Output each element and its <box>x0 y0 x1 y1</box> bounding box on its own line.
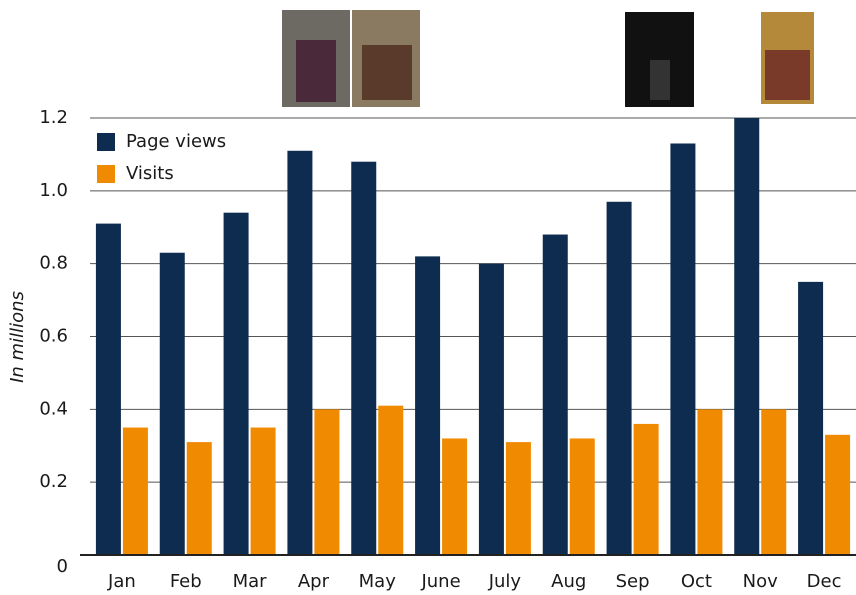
bar <box>670 143 696 555</box>
bar <box>415 256 441 555</box>
x-tick-label: Feb <box>170 571 202 592</box>
y-tick-label: 0.2 <box>39 471 68 492</box>
x-tick-label: May <box>359 571 397 592</box>
bar <box>122 427 148 555</box>
x-tick-label: Sep <box>616 571 650 592</box>
y-tick-label: 1.0 <box>39 180 68 201</box>
x-tick-label: Dec <box>807 571 842 592</box>
legend-label: Visits <box>126 163 174 184</box>
cover-image <box>362 45 412 100</box>
bar <box>633 423 659 555</box>
bar <box>95 223 121 555</box>
x-tick-label: July <box>488 571 522 592</box>
x-tick-label: Apr <box>298 571 330 592</box>
bar <box>798 281 824 555</box>
cover-image <box>650 60 670 100</box>
bar <box>159 252 185 555</box>
bar <box>606 201 632 555</box>
bar <box>542 234 568 556</box>
legend-swatch <box>97 133 115 151</box>
bar <box>442 438 468 555</box>
report-covers <box>282 10 814 107</box>
bar <box>378 405 404 555</box>
bar <box>734 118 760 555</box>
cover-image <box>296 40 336 102</box>
x-tick-label: Oct <box>681 571 712 592</box>
bar <box>351 161 377 555</box>
cover-image <box>765 50 810 100</box>
y-axis-label: In millions <box>7 291 28 383</box>
bar <box>761 409 787 555</box>
x-tick-label: June <box>420 571 460 592</box>
legend-label: Page views <box>126 131 226 152</box>
x-tick-label: Jan <box>107 571 136 592</box>
bar <box>697 409 723 555</box>
bar <box>287 150 313 555</box>
bar <box>569 438 595 555</box>
bar <box>250 427 276 555</box>
y-tick-label: 0 <box>57 556 68 577</box>
bar <box>223 212 249 555</box>
y-tick-label: 0.8 <box>39 253 68 274</box>
y-tick-label: 0.4 <box>39 398 68 419</box>
bar <box>505 442 531 555</box>
bar <box>478 263 504 555</box>
bar <box>314 409 340 555</box>
y-tick-label: 0.6 <box>39 326 68 347</box>
x-tick-label: Nov <box>743 571 778 592</box>
x-tick-label: Mar <box>233 571 268 592</box>
bar <box>825 434 851 555</box>
y-tick-label: 1.2 <box>39 107 68 128</box>
legend-swatch <box>97 165 115 183</box>
bar <box>186 442 212 555</box>
x-tick-label: Aug <box>551 571 586 592</box>
